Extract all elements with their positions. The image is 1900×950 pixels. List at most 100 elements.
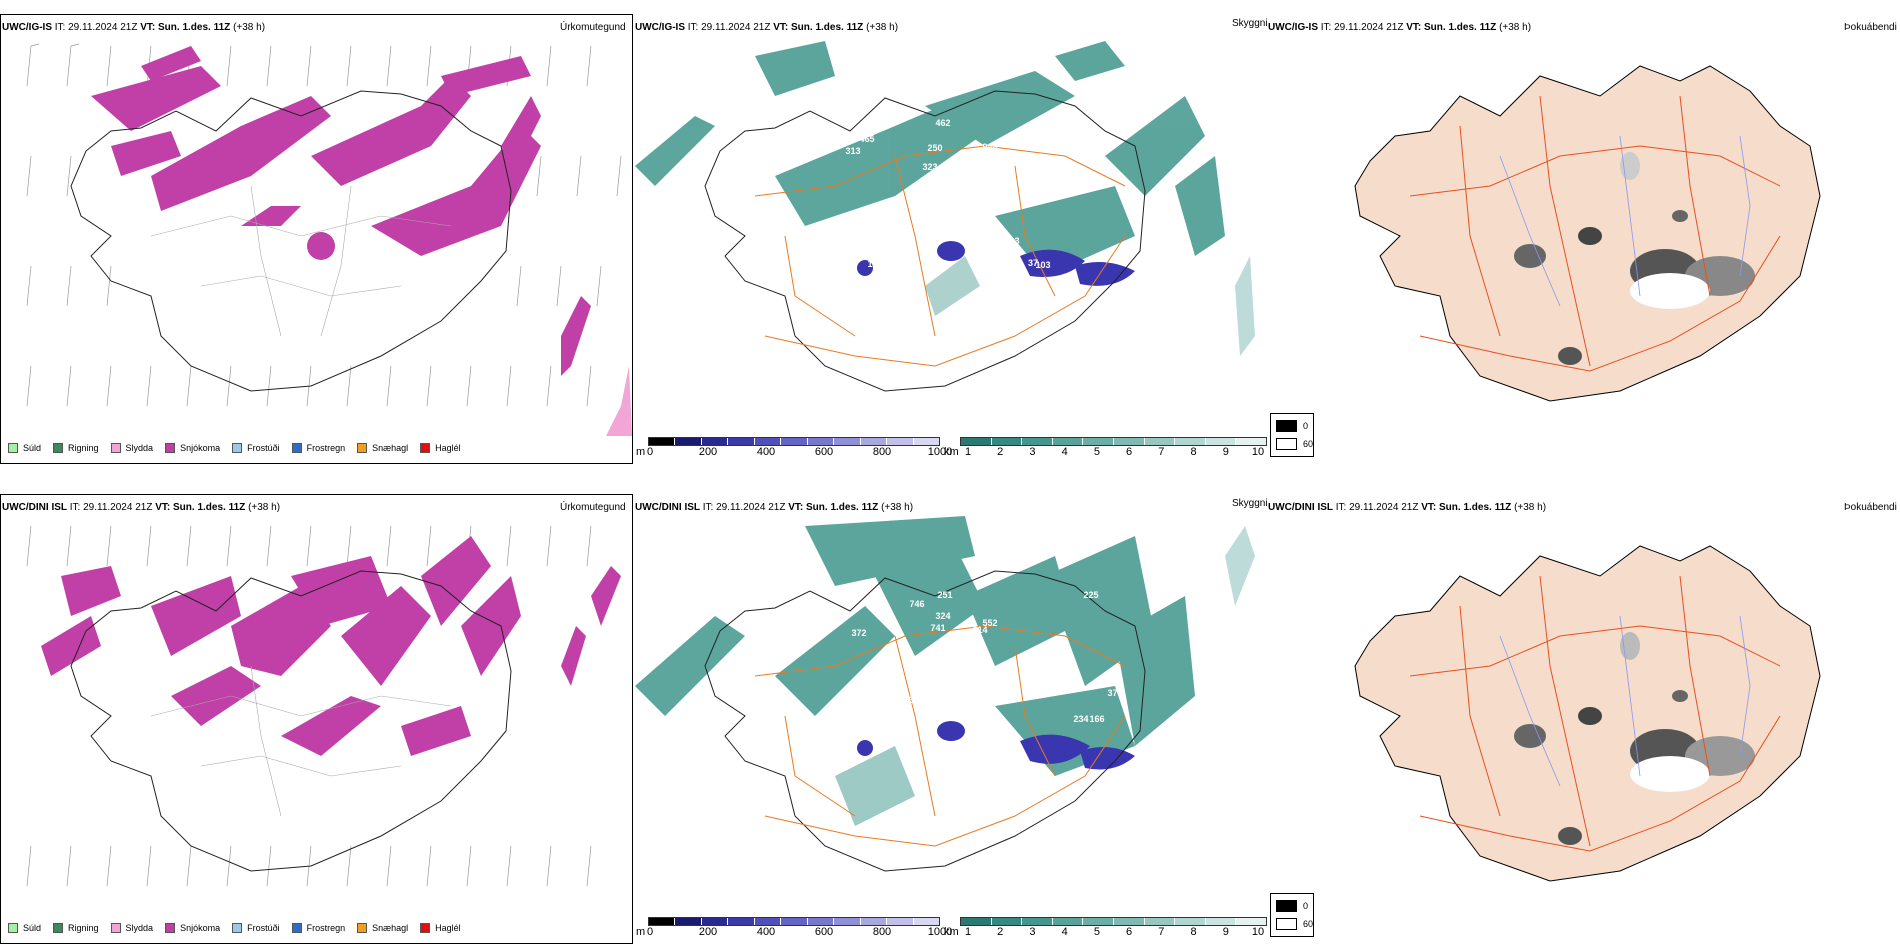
colorbar-segment [1205,918,1237,925]
cloud-base-label: 140 [891,259,906,269]
cloud-base-label: 614 [972,625,987,635]
cloud-base-label: 345 [922,198,937,208]
legend-item: Rigning [53,923,99,933]
colorbar-tick: 200 [698,446,718,458]
row-1: UWC/IG-IS IT: 29.11.2024 21Z VT: Sun. 1.… [0,0,1900,470]
snow-areas [91,46,591,376]
lead-time: (+38 h) [866,22,899,33]
cloud-base-label: 378 [1107,688,1122,698]
cloud-base-label: 103 [1004,236,1019,246]
it-value: 29.11.2024 21Z [1349,502,1419,513]
visibility-ticks: 1 2 3 4 5 6 7 8 9 10 [965,926,1264,940]
precip-field-name: Úrkomutegund [560,22,626,33]
colorbar-segment [728,438,755,445]
precip-map-header: UWC/IG-IS IT: 29.11.2024 21Z VT: Sun. 1.… [2,22,265,34]
legend-item: Súld [8,923,41,933]
cloud-base-label: 19 [848,705,858,715]
colorbar-tick: 9 [1222,926,1229,938]
legend-swatch [232,443,243,453]
colorbar-tick: 2 [997,926,1004,938]
colorbar-segment [728,918,755,925]
cloud-base-label: 186 [867,259,882,269]
colorbar-segment [1175,918,1206,925]
cloud-base-label: 700 [892,110,907,120]
cloud-base-label: 234 [1073,714,1088,724]
cloud-base-label: 29 [984,702,994,712]
cloud-base-label: 157 [942,650,957,660]
legend-item: Snæhagl [357,443,408,453]
cloud-base-label: 313 [845,146,860,156]
legend-swatch [357,443,368,453]
legend-label: Snjókoma [180,443,221,453]
legend-label: Snæhagl [372,923,409,933]
colorbar-segment [1022,918,1053,925]
cloud-base-label: 372 [851,628,866,638]
legend-swatch [232,923,243,933]
colorbar-segment [1175,438,1206,445]
colorbar-segment [834,918,861,925]
legend-item: Frostregn [291,443,345,453]
colorbar-segment [913,918,939,925]
visibility-unit: km [944,446,959,458]
legend-label: Rigning [68,443,99,453]
colorbar-segment [913,438,939,445]
colorbar-tick: 6 [1126,926,1133,938]
colorbar-tick: 8 [1190,446,1197,458]
low-cloud-areas [857,241,1135,286]
colorbar-tick: 2 [997,446,1004,458]
it-label: IT: [702,502,714,513]
precip-legend: Súld Rigning Slydda Snjókoma Frostúði Frostre… [8,443,473,453]
colorbar-segment [1113,438,1145,445]
fog-key-low: 0 [1303,421,1309,431]
legend-swatch [420,443,431,453]
it-label: IT: [1335,502,1347,513]
colorbar-segment [961,918,992,925]
colorbar-segment [887,438,914,445]
colorbar-segment [649,918,676,925]
cloud-field-name: Skyggni [1232,18,1268,29]
precip-map [26,525,621,887]
precip-field-name: Úrkomutegund [560,502,626,513]
cloud-base-label: 251 [937,590,952,600]
model-name: UWC/IG-IS [635,22,685,33]
colorbar-tick: 1000 [927,926,953,938]
legend-label: Slydda [125,443,154,453]
legend-label: Slydda [125,923,154,933]
colorbar-tick: 600 [814,926,834,938]
legend-label: Frostregn [306,923,346,933]
fog-key-high: 60 [1303,919,1314,929]
it-label: IT: [54,22,66,33]
fog-map [1354,65,1821,402]
cloud-base-label: 100 [874,708,889,718]
cloud-base-label: 324 [935,611,950,621]
colorbar-tick: 1 [964,446,972,458]
legend-item: Snjókoma [165,923,220,933]
colorbar-tick: 0 [646,926,654,938]
legend-item: Snjókoma [165,443,220,453]
it-label: IT: [1320,22,1332,33]
colorbar-tick: 3 [1029,446,1036,458]
height-ticks: 0 200 400 600 800 1000 [646,926,952,940]
it-value: 29.11.2024 21Z [83,502,153,513]
visibility-ticks: 1 2 3 4 5 6 7 8 9 10 [964,446,1264,460]
legend-label: Haglél [435,443,461,453]
fog-map [1354,545,1821,882]
cloud-base-label: 139 [923,688,938,698]
lead-time: (+38 h) [881,502,914,513]
cloud-base-label: 135 [951,708,966,718]
it-value: 29.11.2024 21Z [1334,22,1404,33]
legend-label: Rigning [68,923,99,933]
colorbar-segment [781,918,808,925]
cloud-base-label: 164 [999,268,1014,278]
colorbar-segment [807,918,835,925]
colorbar-segment [701,438,729,445]
legend-label: Haglél [435,923,461,933]
cloud-base-label: 80 [972,702,982,712]
cloud-base-label: 28 [927,680,937,690]
cloud-base-label: 465 [859,134,874,144]
colorbar-segment [991,918,1023,925]
colorbar-segment [1236,438,1266,445]
fog-patches [1514,152,1755,365]
fog-map-header: UWC/DINI ISL IT: 29.11.2024 21Z VT: Sun.… [1268,502,1546,514]
